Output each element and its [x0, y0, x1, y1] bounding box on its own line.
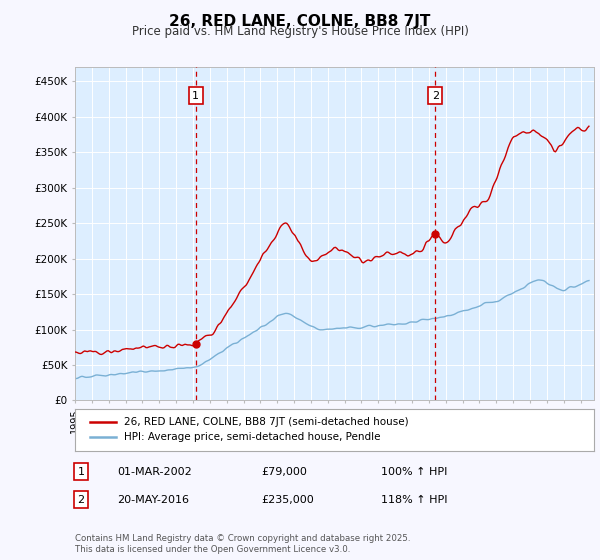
Text: £79,000: £79,000	[261, 466, 307, 477]
Text: Price paid vs. HM Land Registry's House Price Index (HPI): Price paid vs. HM Land Registry's House …	[131, 25, 469, 38]
Text: 2: 2	[432, 91, 439, 101]
Text: 2: 2	[77, 494, 85, 505]
Text: 20-MAY-2016: 20-MAY-2016	[117, 494, 189, 505]
Text: 1: 1	[77, 466, 85, 477]
Text: 1: 1	[193, 91, 199, 101]
Text: 118% ↑ HPI: 118% ↑ HPI	[381, 494, 448, 505]
Legend: 26, RED LANE, COLNE, BB8 7JT (semi-detached house), HPI: Average price, semi-det: 26, RED LANE, COLNE, BB8 7JT (semi-detac…	[85, 413, 413, 446]
Text: £235,000: £235,000	[261, 494, 314, 505]
Text: 100% ↑ HPI: 100% ↑ HPI	[381, 466, 448, 477]
Text: 26, RED LANE, COLNE, BB8 7JT: 26, RED LANE, COLNE, BB8 7JT	[169, 14, 431, 29]
Text: 01-MAR-2002: 01-MAR-2002	[117, 466, 192, 477]
Text: Contains HM Land Registry data © Crown copyright and database right 2025.
This d: Contains HM Land Registry data © Crown c…	[75, 534, 410, 554]
